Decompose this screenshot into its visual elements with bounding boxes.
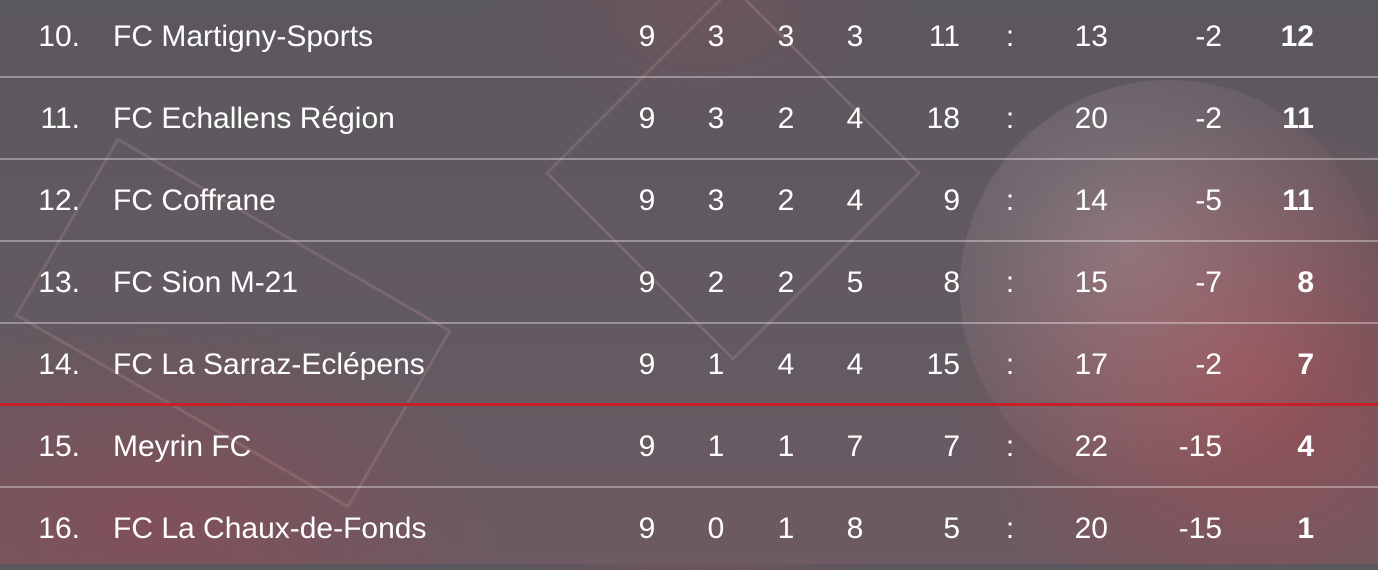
table-row[interactable]: 12. FC Coffrane 9 3 2 4 9 : 14 -5 11 [0,160,1378,242]
points: 1 [1297,512,1314,545]
goals-for: 8 [943,266,960,299]
goals-for: 7 [943,430,960,463]
goal-difference: -15 [1178,430,1222,463]
goal-difference: -5 [1195,184,1222,217]
team-name[interactable]: FC Sion M-21 [113,266,299,299]
drawn: 1 [777,512,795,545]
won: 2 [707,266,725,299]
table-row[interactable]: 11. FC Echallens Région 9 3 2 4 18 : 20 … [0,78,1378,160]
drawn: 3 [777,20,795,53]
team-name[interactable]: FC Echallens Région [113,102,395,135]
played: 9 [638,430,656,463]
points: 11 [1282,102,1314,135]
rank: 13. [38,266,80,299]
background-ball-image [960,80,1378,498]
lost: 4 [846,184,864,217]
team-name[interactable]: FC Martigny-Sports [113,20,374,53]
won: 3 [707,184,725,217]
goals-against: 13 [1074,20,1108,53]
lost: 4 [846,102,864,135]
lost: 3 [846,20,864,53]
goal-difference: -15 [1178,512,1222,545]
goals-against: 14 [1074,184,1108,217]
team-name[interactable]: Meyrin FC [113,430,252,463]
points: 12 [1280,20,1314,53]
team-name[interactable]: FC La Chaux-de-Fonds [113,512,427,545]
won: 3 [707,20,725,53]
drawn: 2 [777,102,795,135]
goals-separator: : [1005,184,1015,217]
goal-difference: -2 [1195,20,1222,53]
played: 9 [638,184,656,217]
drawn: 1 [777,430,795,463]
rank: 14. [38,348,80,381]
goals-separator: : [1005,20,1015,53]
table-row[interactable]: 10. FC Martigny-Sports 9 3 3 3 11 : 13 -… [0,0,1378,78]
goals-for: 15 [926,348,960,381]
goals-separator: : [1005,266,1015,299]
goal-difference: -7 [1195,266,1222,299]
played: 9 [638,20,656,53]
rank: 10. [38,20,80,53]
goals-separator: : [1005,512,1015,545]
drawn: 2 [777,266,795,299]
played: 9 [638,266,656,299]
played: 9 [638,512,656,545]
goal-difference: -2 [1195,348,1222,381]
team-name[interactable]: FC La Sarraz-Eclépens [113,348,425,381]
rank: 15. [38,430,80,463]
goals-separator: : [1005,430,1015,463]
goals-for: 11 [928,20,960,53]
goals-against: 17 [1074,348,1108,381]
goals-for: 9 [943,184,960,217]
rank: 16. [38,512,80,545]
table-row[interactable]: 14. FC La Sarraz-Eclépens 9 1 4 4 15 : 1… [0,324,1378,406]
goal-difference: -2 [1195,102,1222,135]
goals-for: 18 [926,102,960,135]
table-row[interactable]: 15. Meyrin FC 9 1 1 7 7 : 22 -15 4 [0,406,1378,488]
points: 7 [1297,348,1314,381]
rank: 11. [40,102,80,135]
lost: 4 [846,348,864,381]
goals-against: 15 [1074,266,1108,299]
drawn: 4 [777,348,795,381]
lost: 7 [846,430,864,463]
goals-against: 22 [1074,430,1108,463]
won: 1 [707,430,725,463]
rank: 12. [38,184,80,217]
goals-for: 5 [943,512,960,545]
team-name[interactable]: FC Coffrane [113,184,276,217]
drawn: 2 [777,184,795,217]
lost: 5 [846,266,864,299]
lost: 8 [846,512,864,545]
table-row[interactable]: 13. FC Sion M-21 9 2 2 5 8 : 15 -7 8 [0,242,1378,324]
won: 1 [707,348,725,381]
played: 9 [638,348,656,381]
goals-separator: : [1005,348,1015,381]
points: 11 [1282,184,1314,217]
goals-against: 20 [1074,102,1108,135]
goals-separator: : [1005,102,1015,135]
points: 8 [1297,266,1314,299]
goals-against: 20 [1074,512,1108,545]
points: 4 [1297,430,1314,463]
played: 9 [638,102,656,135]
won: 0 [707,512,725,545]
won: 3 [707,102,725,135]
table-row[interactable]: 16. FC La Chaux-de-Fonds 9 0 1 8 5 : 20 … [0,488,1378,568]
